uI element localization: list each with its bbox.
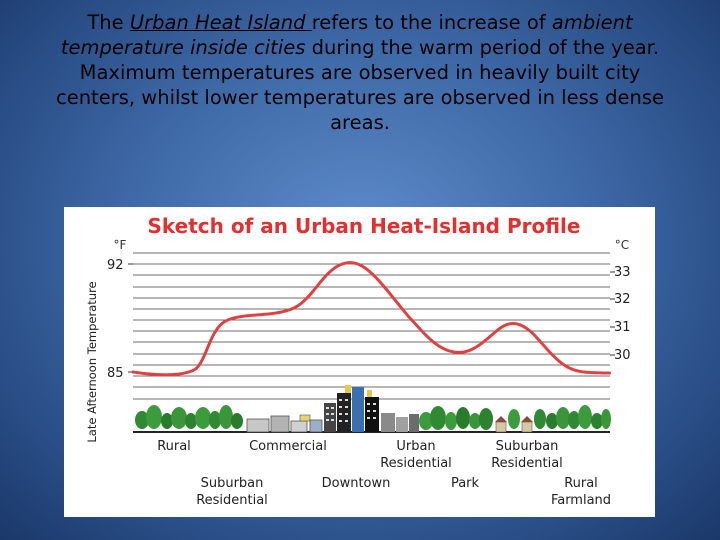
caption-term: Urban Heat Island	[129, 11, 312, 34]
caption-text-2: refers to the increase of	[311, 11, 552, 34]
park-trees	[430, 406, 493, 430]
zone-label-rural-farmland: Rural Farmland	[551, 476, 611, 508]
suburban-houses	[495, 409, 546, 433]
commercial-buildings	[246, 414, 323, 433]
tick-f-92: 92	[107, 258, 124, 273]
zone-label-rural: Rural	[157, 439, 191, 454]
caption-text-1: The	[87, 11, 130, 34]
zone-label-downtown: Downtown	[322, 476, 391, 491]
rural-trees-left	[135, 405, 243, 429]
y-axis-label: Late Afternoon Temperature	[85, 281, 99, 442]
downtown-buildings	[324, 385, 379, 432]
tick-c-32: 32	[614, 292, 631, 307]
tick-c-31: 31	[614, 320, 631, 335]
zone-label-suburban-residential-left: Suburban Residential	[196, 476, 268, 508]
zone-label-park: Park	[451, 476, 480, 491]
caption: The Urban Heat Island refers to the incr…	[40, 10, 680, 135]
zone-label-commercial: Commercial	[249, 439, 327, 454]
caption-text-3: during the warm period of the year. Maxi…	[55, 36, 664, 134]
heat-island-diagram: Sketch of an Urban Heat-Island Profile L…	[85, 214, 631, 508]
tick-c-30: 30	[614, 348, 631, 363]
diagram-panel: Sketch of an Urban Heat-Island Profile L…	[64, 207, 655, 517]
temperature-curve	[131, 261, 612, 377]
zone-label-suburban-residential-right: Suburban Residential	[491, 439, 563, 471]
zone-label-urban-residential: Urban Residential	[380, 439, 452, 471]
urban-residential-buildings	[381, 412, 433, 432]
unit-fahrenheit: °F	[114, 238, 127, 252]
unit-celsius: °C	[615, 238, 629, 252]
diagram-title: Sketch of an Urban Heat-Island Profile	[148, 214, 581, 238]
caption-italic-phrase: ambient temperature inside cities	[60, 11, 633, 59]
axis-ticks	[128, 263, 615, 373]
rural-trees-right	[546, 405, 611, 429]
tick-f-85: 85	[107, 366, 124, 381]
tick-c-33: 33	[614, 265, 631, 280]
